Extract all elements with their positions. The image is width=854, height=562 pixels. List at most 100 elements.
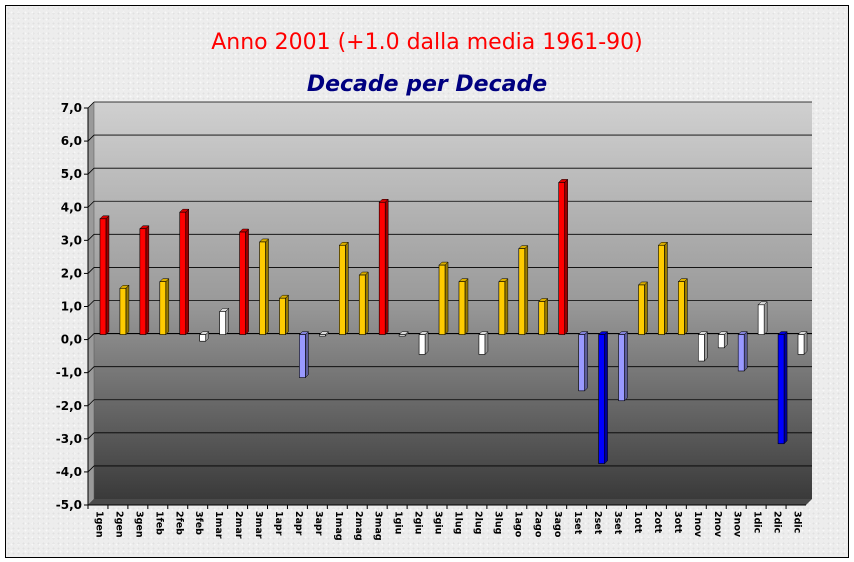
bar-front: [737, 334, 745, 372]
bar-front: [717, 334, 725, 349]
bar-side: [165, 278, 170, 336]
bar-front: [777, 334, 785, 445]
bar-front: [378, 201, 386, 335]
bar: [737, 330, 748, 372]
x-tick-label: 2giu: [413, 511, 424, 534]
x-tick-label: 1giu: [393, 511, 404, 534]
bar: [458, 278, 469, 336]
bar: [278, 294, 290, 336]
bar-side: [624, 330, 628, 402]
bar-front: [339, 244, 346, 335]
bar: [219, 307, 230, 336]
bar: [398, 330, 409, 337]
y-tick-label: 0,0: [61, 333, 82, 347]
gridline-side: [87, 432, 95, 440]
bar: [558, 178, 569, 336]
bar-front: [658, 244, 665, 335]
x-tick-label: 3mar: [253, 511, 264, 539]
bar: [199, 330, 210, 342]
bar-side: [185, 208, 189, 336]
bar: [298, 330, 310, 379]
bar-front: [279, 297, 286, 335]
bar-side: [384, 198, 389, 336]
bar-front: [159, 281, 167, 335]
x-tick-label: 1mar: [213, 511, 224, 539]
bar: [438, 261, 449, 336]
bar-front: [458, 281, 466, 335]
bar: [637, 281, 649, 336]
gridline-side: [87, 366, 95, 373]
bar-front: [139, 228, 147, 335]
bar: [697, 330, 708, 362]
bar: [258, 238, 270, 336]
x-tick-label: 2feb: [173, 511, 184, 535]
bar-side: [444, 261, 449, 336]
x-tick-label: 3dic: [792, 511, 803, 533]
bar: [318, 330, 329, 337]
bar-front: [239, 231, 246, 335]
x-tick-label: 2mar: [233, 511, 244, 539]
y-tick-label: 6,0: [61, 134, 82, 148]
x-tick-label: 2apr: [293, 511, 304, 536]
bar-front: [578, 334, 585, 392]
x-tick-label: 3set: [612, 511, 623, 535]
x-tick-label: 1apr: [273, 511, 284, 536]
bar: [578, 330, 589, 392]
bar-side: [305, 330, 309, 379]
x-tick-label: 1nov: [692, 511, 703, 538]
bar-front: [698, 334, 705, 362]
bar-side: [145, 225, 150, 336]
y-tick-label: -3,0: [56, 432, 82, 446]
bar-side: [743, 330, 748, 372]
bar-front: [398, 334, 406, 337]
y-tick-label: -1,0: [56, 366, 82, 380]
bar-side: [464, 278, 469, 336]
bar-side: [604, 330, 608, 465]
x-tick-label: 3giu: [433, 511, 444, 534]
x-tick-label: 1ago: [512, 511, 523, 538]
bar-front: [179, 211, 187, 335]
bar-front: [418, 334, 426, 355]
bar: [518, 244, 529, 336]
gridline-side: [87, 234, 95, 241]
x-tick-label: 1lug: [452, 511, 463, 534]
x-tick-label: 3apr: [313, 511, 324, 536]
bar-front: [358, 274, 366, 335]
bar-side: [225, 307, 229, 336]
x-tick-label: 3ago: [552, 511, 563, 538]
y-tick-label: 4,0: [61, 200, 82, 214]
x-tick-label: 2ago: [532, 511, 543, 538]
x-tick-label: 1mag: [333, 511, 344, 541]
y-tick-label: 1,0: [61, 300, 82, 314]
y-tick-label: -2,0: [56, 399, 82, 413]
bar: [139, 225, 150, 336]
x-tick-label: 1dic: [752, 511, 763, 533]
bar: [378, 198, 389, 336]
y-tick-label: 2,0: [61, 266, 82, 280]
gridline-side: [87, 465, 95, 473]
x-tick-label: 2mag: [353, 511, 364, 541]
bar-front: [299, 334, 306, 378]
bar: [597, 330, 609, 465]
bar: [498, 278, 509, 336]
gridline-side: [87, 300, 95, 307]
bar: [677, 278, 688, 336]
gridline-side: [87, 167, 95, 175]
bar-side: [564, 178, 568, 336]
gridline-side: [87, 399, 95, 407]
y-tick-label: -4,0: [56, 465, 82, 479]
y-tick-label: 5,0: [61, 167, 82, 181]
bar: [338, 241, 349, 336]
bar-front: [219, 311, 226, 335]
x-tick-label: 1feb: [153, 511, 164, 535]
bar-side: [704, 330, 708, 362]
x-tick-label: 2gen: [113, 511, 124, 538]
bar-side: [265, 238, 269, 336]
bar-front: [558, 182, 565, 335]
bar-side: [365, 271, 369, 336]
chart-title: Anno 2001 (+1.0 dalla media 1961-90): [211, 30, 643, 55]
gridline-side: [87, 333, 95, 340]
bar-side: [783, 330, 788, 445]
bar-front: [757, 304, 765, 335]
x-tick-label: 2set: [592, 511, 603, 535]
